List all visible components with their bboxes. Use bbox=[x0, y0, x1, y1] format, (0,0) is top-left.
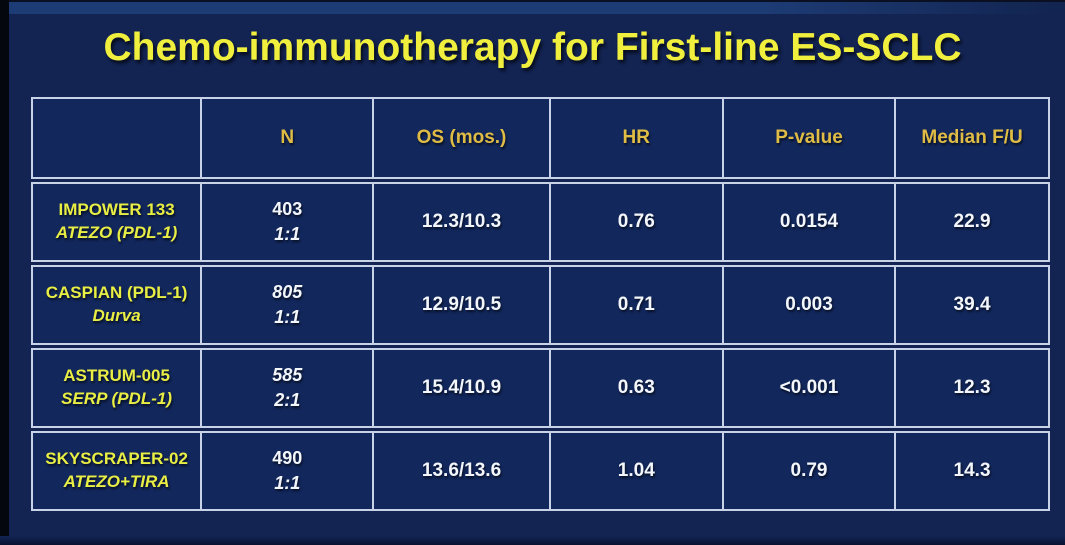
trial-agent: SERP (PDL-1) bbox=[61, 389, 172, 408]
os-cell: 13.6/13.6 bbox=[374, 431, 551, 511]
left-edge-strip bbox=[0, 0, 9, 545]
os-cell: 12.3/10.3 bbox=[374, 182, 551, 262]
table-row-impower133: IMPOWER 133 ATEZO (PDL-1) 403 1:1 12.3/1… bbox=[31, 182, 1050, 262]
trial-cell: ASTRUM-005 SERP (PDL-1) bbox=[31, 348, 203, 428]
trials-table-container: N OS (mos.) HR P-value Median F/U IMPOWE… bbox=[31, 94, 1050, 514]
header-median-fu: Median F/U bbox=[896, 97, 1050, 179]
trial-name: ASTRUM-005 bbox=[63, 366, 170, 386]
top-edge-strip bbox=[0, 0, 1065, 14]
header-os: OS (mos.) bbox=[374, 97, 551, 179]
table-row-skyscraper02: SKYSCRAPER-02 ATEZO+TIRA 490 1:1 13.6/13… bbox=[31, 431, 1050, 511]
n-cell: 490 1:1 bbox=[202, 431, 375, 511]
hr-cell: 1.04 bbox=[550, 431, 724, 511]
randomization-ratio: 2:1 bbox=[274, 390, 301, 410]
n-cell: 585 2:1 bbox=[202, 348, 375, 428]
median-fu-cell: 39.4 bbox=[896, 265, 1050, 345]
hr-cell: 0.71 bbox=[550, 265, 724, 345]
trial-name: CASPIAN (PDL-1) bbox=[45, 283, 188, 303]
median-fu-cell: 12.3 bbox=[896, 348, 1050, 428]
n-value: 585 bbox=[272, 364, 303, 385]
header-pvalue: P-value bbox=[723, 97, 897, 179]
trial-cell: CASPIAN (PDL-1) Durva bbox=[31, 265, 203, 345]
trial-agent: ATEZO (PDL-1) bbox=[55, 223, 178, 242]
trial-name: SKYSCRAPER-02 bbox=[45, 449, 188, 469]
hr-cell: 0.76 bbox=[550, 182, 724, 262]
os-cell: 15.4/10.9 bbox=[374, 348, 551, 428]
randomization-ratio: 1:1 bbox=[274, 224, 301, 244]
header-trial bbox=[31, 97, 203, 179]
n-value: 403 bbox=[272, 198, 303, 219]
median-fu-cell: 14.3 bbox=[896, 431, 1050, 511]
trial-agent: ATEZO+TIRA bbox=[63, 472, 170, 491]
trial-cell: IMPOWER 133 ATEZO (PDL-1) bbox=[31, 182, 203, 262]
trial-name: IMPOWER 133 bbox=[58, 200, 175, 220]
hr-cell: 0.63 bbox=[550, 348, 724, 428]
slide-title: Chemo-immunotherapy for First-line ES-SC… bbox=[103, 26, 962, 69]
table-row-astrum005: ASTRUM-005 SERP (PDL-1) 585 2:1 15.4/10.… bbox=[31, 348, 1050, 428]
pvalue-cell: 0.003 bbox=[723, 265, 897, 345]
header-hr: HR bbox=[550, 97, 724, 179]
table-row-caspian: CASPIAN (PDL-1) Durva 805 1:1 12.9/10.5 … bbox=[31, 265, 1050, 345]
bottom-edge-strip bbox=[0, 536, 1065, 545]
n-value: 490 bbox=[272, 447, 303, 468]
n-cell: 805 1:1 bbox=[202, 265, 375, 345]
pvalue-cell: 0.0154 bbox=[723, 182, 897, 262]
header-n: N bbox=[202, 97, 375, 179]
pvalue-cell: 0.79 bbox=[723, 431, 897, 511]
pvalue-cell: <0.001 bbox=[723, 348, 897, 428]
trials-table: N OS (mos.) HR P-value Median F/U IMPOWE… bbox=[31, 94, 1050, 514]
trial-cell: SKYSCRAPER-02 ATEZO+TIRA bbox=[31, 431, 203, 511]
header-row: N OS (mos.) HR P-value Median F/U bbox=[31, 97, 1050, 179]
trial-agent: Durva bbox=[92, 306, 141, 325]
randomization-ratio: 1:1 bbox=[274, 473, 301, 493]
os-cell: 12.9/10.5 bbox=[374, 265, 551, 345]
randomization-ratio: 1:1 bbox=[274, 307, 301, 327]
n-value: 805 bbox=[272, 281, 303, 302]
n-cell: 403 1:1 bbox=[202, 182, 375, 262]
median-fu-cell: 22.9 bbox=[896, 182, 1050, 262]
